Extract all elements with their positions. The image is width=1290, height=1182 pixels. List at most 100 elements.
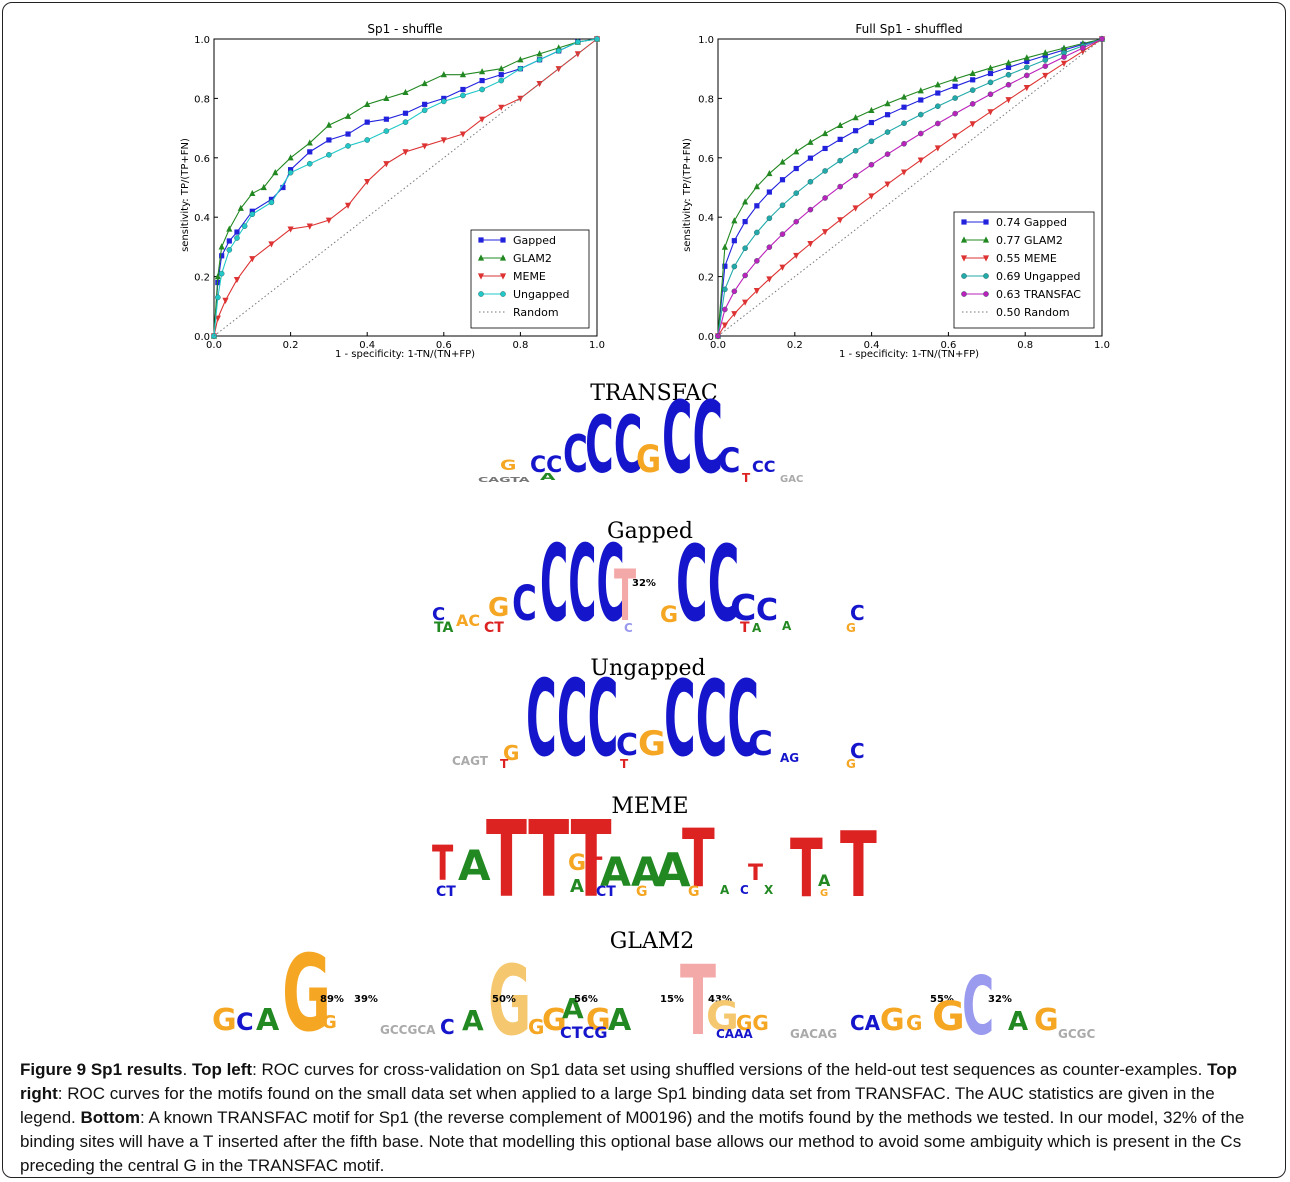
caption-separator: . (182, 1060, 192, 1079)
svg-text:CCC: CCC (540, 523, 625, 645)
svg-text:AC: AC (456, 611, 480, 630)
data-point (766, 244, 773, 250)
data-point (344, 202, 352, 209)
svg-text:CC: CC (662, 379, 723, 495)
legend-marker (983, 273, 989, 279)
svg-text:CCC: CCC (664, 658, 759, 780)
data-point (1005, 64, 1012, 70)
data-point (536, 80, 543, 88)
data-point (901, 104, 907, 110)
data-point (837, 217, 844, 224)
data-point (731, 238, 737, 244)
x-tick-label: 0.6 (940, 340, 956, 351)
svg-text:CC: CC (530, 453, 562, 478)
data-point (249, 211, 256, 218)
svg-text:C: C (616, 728, 638, 763)
data-point (753, 183, 760, 190)
data-point (822, 145, 828, 152)
data-point (241, 223, 248, 229)
data-point (249, 189, 256, 197)
data-point (219, 253, 225, 259)
data-point (479, 86, 485, 93)
data-point (402, 110, 409, 116)
data-point (536, 56, 543, 63)
roc-chart-full-sp1-shuffled: Full Sp1 - shuffled 1 - specificity: 1-T… (682, 22, 1110, 360)
series-line (717, 38, 1103, 337)
svg-text:A: A (818, 871, 831, 890)
legend-marker (477, 254, 485, 261)
legend-marker (983, 219, 989, 225)
data-point (460, 92, 466, 99)
data-point (287, 154, 294, 161)
svg-text:A: A (608, 1003, 632, 1038)
data-point (793, 252, 800, 260)
top-left-label: Top left (191, 1060, 253, 1079)
svg-text:G: G (542, 1003, 567, 1038)
svg-text:T: T (614, 555, 636, 637)
svg-text:C: C (432, 604, 445, 625)
data-point (1023, 54, 1030, 61)
chart-title: Sp1 - shuffle (367, 22, 442, 36)
data-point (934, 145, 941, 152)
data-point (868, 138, 875, 145)
svg-text:G: G (660, 603, 678, 628)
data-point (793, 218, 800, 225)
svg-text:CAGT: CAGT (452, 754, 489, 768)
svg-text:C: C (850, 601, 865, 625)
svg-text:G: G (568, 851, 586, 876)
motif-title: Gapped (607, 519, 693, 544)
svg-text:GCGC: GCGC (1058, 1027, 1096, 1041)
svg-text:G: G (488, 593, 509, 623)
data-point (779, 158, 786, 165)
svg-text:A: A (655, 843, 691, 897)
data-point (779, 202, 786, 209)
data-point (837, 157, 843, 164)
motif-title: Ungapped (590, 656, 705, 681)
bottom-text: : A known TRANSFAC motif for Sp1 (the re… (20, 1108, 1245, 1175)
data-point (884, 181, 891, 188)
svg-text:C: C (748, 724, 773, 764)
data-point (364, 137, 370, 143)
data-point (742, 272, 748, 279)
data-point (345, 143, 351, 149)
svg-text:A: A (462, 1004, 484, 1037)
data-point (868, 106, 875, 114)
data-point (807, 206, 814, 213)
data-point (402, 149, 409, 156)
data-point (345, 131, 351, 137)
data-point (498, 104, 505, 111)
glam2-annotation: 89% (320, 994, 344, 1005)
data-point (1024, 72, 1030, 79)
legend-marker (478, 237, 484, 243)
svg-text:G: G (932, 994, 965, 1040)
data-point (969, 101, 976, 107)
data-point (917, 130, 924, 137)
svg-text:A: A (562, 992, 584, 1025)
legend-marker (477, 273, 485, 280)
data-point (421, 143, 428, 150)
svg-text:T: T (682, 812, 715, 905)
data-point (218, 243, 225, 250)
data-point (987, 91, 994, 98)
svg-text:G: G (488, 946, 531, 1055)
data-point (766, 215, 773, 222)
data-point (952, 110, 958, 117)
svg-text:C: C (756, 593, 778, 628)
data-point (364, 100, 371, 107)
svg-text:G: G (528, 1015, 544, 1039)
data-point (821, 229, 829, 236)
data-point (721, 322, 728, 329)
data-point (459, 71, 467, 78)
svg-text:T: T (742, 471, 751, 485)
data-point (987, 70, 994, 77)
legend-label: 0.50 Random (996, 306, 1070, 319)
data-point (837, 136, 843, 142)
svg-text:G: G (688, 884, 700, 900)
svg-text:AA: AA (600, 850, 662, 896)
data-point (766, 189, 772, 195)
x-axis-label: 1 - specificity: 1-TN/(TN+FP) (839, 349, 979, 360)
x-tick-label: 0.2 (787, 340, 803, 351)
data-point (884, 151, 891, 157)
svg-text:G: G (906, 1011, 922, 1035)
data-point (215, 294, 221, 301)
